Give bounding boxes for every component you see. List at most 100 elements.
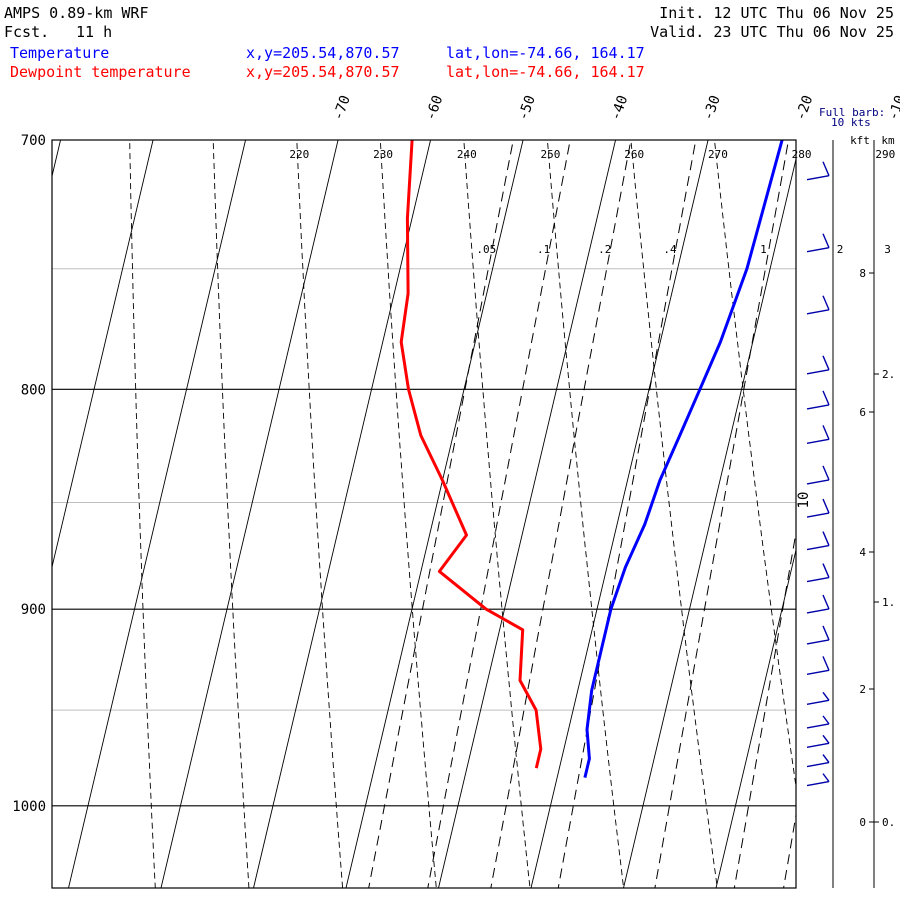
kft-tick-label: 4 [859,546,866,559]
isotherm-line [253,140,431,888]
wind-barb [806,465,830,485]
barb-staff [806,723,830,729]
mixing-ratio-line [427,140,571,888]
mixing-ratio-label: 2 [837,243,844,256]
wind-barb [806,754,830,768]
profile-traces [399,140,784,778]
barb-staff [806,404,830,410]
barb-flag [822,465,830,481]
barb-staff [806,512,830,518]
kft-tick-label: 0 [859,816,866,829]
barb-staff [806,742,830,749]
mixing-ratio-line [557,140,697,888]
barb-staff [806,175,830,181]
barb-flag [822,425,830,440]
barb-flag [822,691,830,701]
mixing-ratio-label: 1 [760,243,767,256]
wind-barb [806,734,830,749]
barb-flag [822,531,830,546]
dewpoint-trace [399,140,543,769]
mixing-ratio-label: .05 [476,243,496,256]
dry-adiabat [379,140,437,888]
isotherm-tick-label: -10 [885,93,900,122]
barb-staff [806,369,830,375]
barb-staff [806,479,830,485]
dry-adiabat-label: 220 [289,148,309,161]
isobars: 700 800 900 1000 [12,133,796,815]
barb-flag [822,498,830,514]
wind-barb [806,425,830,445]
isobar-label: 1000 [12,799,46,815]
mixing-ratio-line [490,140,632,888]
legend-temperature-latlon: lat,lon=-74.66, 164.17 [446,44,645,62]
wind-barb [806,656,830,676]
mixing-ratio-label: 3 [884,243,891,256]
dry-adiabat [296,140,344,888]
isotherm-tick-label: -20 [793,93,817,122]
barb-flag [822,773,830,783]
km-tick-label: 1. [882,596,895,609]
wind-barb [806,498,830,518]
km-tick-label: 2. [882,368,895,381]
barb-staff [806,639,830,645]
isobar-label: 900 [21,602,46,618]
kft-tick-label: 2 [859,683,866,696]
kft-tick-label: 8 [859,267,866,280]
isotherm-line [52,140,154,569]
mixing-ratio-label: .4 [663,243,677,256]
wind-barb [806,161,830,181]
wind-barb [806,691,830,705]
isotherm-tick-label: -60 [423,93,447,122]
forecast-label: Fcst. [4,23,50,41]
height-scale: kft km 8 6 4 2 0 2. 1. 0. [850,134,895,888]
legend-dewpoint-label: Dewpoint temperature [10,63,191,81]
barb-staff [806,761,830,768]
isotherm-line [68,140,246,888]
legend-temperature-xy: x,y=205.54,870.57 [246,44,400,62]
mixing-ratio-line [733,529,796,888]
barb-flag [822,594,830,610]
legend-dewpoint-latlon: lat,lon=-74.66, 164.17 [446,63,645,81]
barb-staff [806,438,830,445]
isotherm-line [623,157,796,888]
barb-flag [822,161,830,177]
isotherm-line [715,548,796,888]
isotherm-line [438,140,616,888]
barb-staff [806,576,830,583]
mixing-ratio-label: .2 [598,243,611,256]
barb-flag [822,390,830,406]
barb-flag [822,715,830,725]
dry-adiabat [714,140,796,790]
wind-barb [806,594,830,614]
plot-frame [51,139,797,889]
wind-barb [806,233,830,253]
isobar-label: 800 [21,382,46,398]
mixing-ratio-label: .1 [537,243,550,256]
barb-key-line1: Full barb: [819,106,885,119]
barb-staff [806,544,830,551]
dry-adiabat-label: 230 [373,148,393,161]
barb-flag [822,656,830,671]
barb-staff [806,309,830,315]
isotherm-line [345,140,524,888]
wind-barb [806,625,830,645]
dry-adiabat [212,140,250,888]
wind-speed-label: 10 [796,492,812,509]
wind-barb [806,563,830,583]
valid-time: Valid. 23 UTC Thu 06 Nov 25 [650,23,894,41]
dry-adiabat-label: 240 [457,148,477,161]
dry-adiabat [630,140,718,888]
legend-dewpoint-xy: x,y=205.54,870.57 [246,63,400,81]
dry-adiabat-label: 280 [792,148,812,161]
init-time: Init. 12 UTC Thu 06 Nov 25 [659,4,894,22]
dry-adiabat [546,140,625,888]
wind-barb [806,295,830,315]
dry-adiabat [463,140,531,888]
dry-adiabat [878,113,900,897]
isotherm-tick-label: -40 [608,93,632,122]
wind-barb [806,390,830,410]
isotherm-tick-label: -50 [515,93,539,122]
model-title: AMPS 0.89-km WRF [4,4,149,22]
temperature-trace [583,140,784,778]
